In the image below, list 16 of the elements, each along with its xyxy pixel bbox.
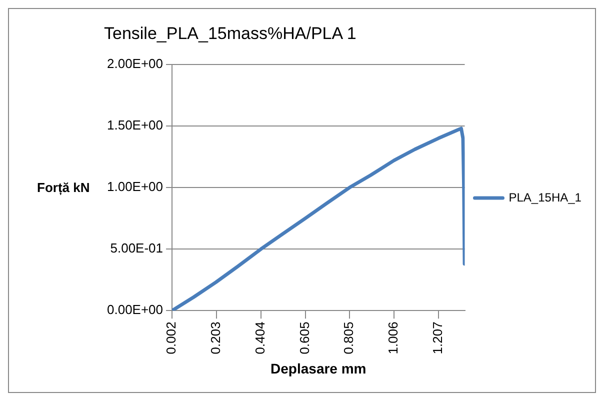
- y-tick-label: 0.00E+00: [106, 302, 164, 318]
- x-tick-label: 0.203: [208, 322, 224, 354]
- x-tick-label: 0.002: [164, 322, 179, 354]
- y-tick-label: 5.00E-01: [110, 240, 164, 256]
- x-axis-title: Deplasare mm: [270, 360, 366, 376]
- y-tick-label: 1.00E+00: [106, 179, 164, 194]
- x-tick-label: 1.006: [386, 322, 401, 354]
- y-tick-label: 1.50E+00: [106, 118, 164, 133]
- y-tick-label: 2.00E+00: [106, 56, 164, 71]
- y-axis-title: Forță kN: [37, 180, 90, 196]
- legend-label: PLA_15HA_1: [508, 190, 582, 204]
- chart-title: Tensile_PLA_15mass%HA/PLA 1: [104, 24, 356, 43]
- x-tick-label: 1.207: [430, 322, 446, 354]
- x-tick-label: 0.805: [341, 322, 356, 354]
- x-tick-label: 0.404: [252, 322, 268, 354]
- x-tick-label: 0.605: [296, 322, 312, 354]
